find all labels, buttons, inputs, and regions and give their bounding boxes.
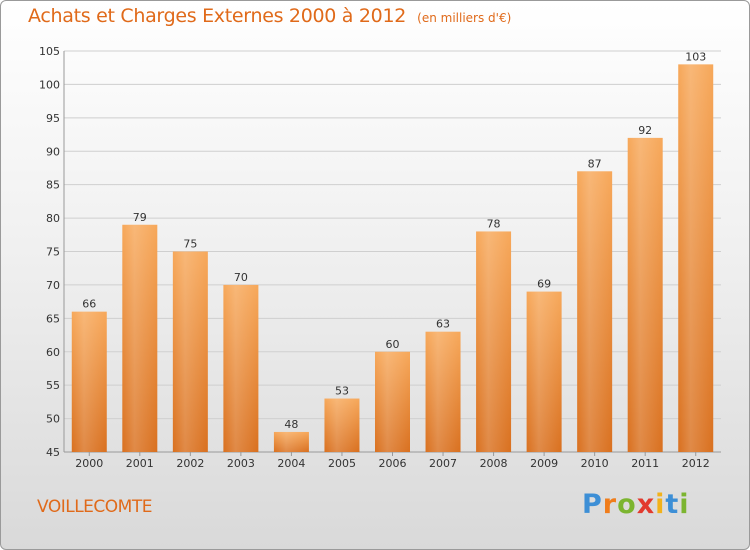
y-tick-label: 95 — [46, 112, 60, 125]
y-tick-label: 100 — [39, 78, 60, 91]
bar-value-label: 60 — [386, 338, 400, 351]
bar-value-label: 66 — [82, 298, 96, 311]
logo-letter: t — [665, 489, 680, 520]
logo-letter: i — [679, 489, 690, 520]
bar-value-label: 53 — [335, 385, 349, 398]
x-tick-label: 2005 — [328, 457, 356, 470]
proxiti-logo[interactable]: Proxiti — [582, 489, 690, 520]
x-tick-label: 2009 — [530, 457, 558, 470]
bar-value-label: 78 — [487, 217, 501, 230]
bar-layer — [71, 64, 714, 453]
bar-shine — [425, 331, 461, 452]
logo-letter: r — [602, 489, 618, 520]
x-tick-label: 2001 — [126, 457, 154, 470]
bar-shine — [223, 284, 259, 452]
bar-value-label: 48 — [284, 418, 298, 431]
x-tick-label: 2008 — [480, 457, 508, 470]
y-tick-label: 45 — [46, 446, 60, 459]
y-tick-label: 80 — [46, 212, 60, 225]
y-tick-label: 105 — [39, 45, 60, 58]
bar-shine — [172, 251, 208, 452]
bar-shine — [324, 398, 360, 452]
bar-shine — [375, 351, 410, 452]
commune-name: VOILLECOMTE — [37, 497, 152, 517]
x-tick-label: 2012 — [682, 457, 710, 470]
bar-shine — [577, 171, 613, 453]
x-tick-label: 2011 — [631, 457, 659, 470]
y-tick-label: 85 — [46, 179, 60, 192]
bar-shine — [526, 291, 562, 452]
y-tick-label: 90 — [46, 145, 60, 158]
chart-title: Achats et Charges Externes 2000 à 2012 — [28, 5, 407, 27]
bar-shine — [273, 431, 309, 452]
y-tick-label: 75 — [46, 246, 60, 259]
x-tick-label: 2000 — [75, 457, 103, 470]
y-tick-label: 70 — [46, 279, 60, 292]
bar-shine — [476, 231, 512, 452]
y-tick-label: 65 — [46, 312, 60, 325]
bar-shine — [71, 311, 107, 452]
bar-value-label: 75 — [183, 238, 197, 251]
bar-value-label: 103 — [685, 50, 706, 63]
bar-value-label: 92 — [638, 124, 652, 137]
title-row: Achats et Charges Externes 2000 à 2012 (… — [28, 5, 511, 27]
x-tick-label: 2007 — [429, 457, 457, 470]
bar-shine — [627, 137, 663, 452]
logo-letter: P — [582, 489, 603, 520]
bar-shine — [678, 64, 714, 452]
bar-value-label: 63 — [436, 318, 450, 331]
logo-letter: o — [617, 489, 637, 520]
bar-value-label: 79 — [133, 211, 147, 224]
y-tick-label: 60 — [46, 346, 60, 359]
logo-letter: x — [636, 489, 656, 520]
y-tick-label: 50 — [46, 413, 60, 426]
label-layer: 66 2000 79 2001 75 2002 70 2003 48 2004 53 2005 60 20… — [75, 50, 709, 470]
bar-value-label: 87 — [588, 157, 602, 170]
bar-shine — [122, 224, 158, 452]
y-tick-label: 55 — [46, 379, 60, 392]
logo-letter: i — [655, 489, 666, 520]
x-tick-label: 2002 — [176, 457, 204, 470]
x-tick-label: 2006 — [379, 457, 407, 470]
x-tick-label: 2003 — [227, 457, 255, 470]
x-tick-label: 2004 — [277, 457, 305, 470]
bar-value-label: 69 — [537, 278, 551, 291]
chart-subtitle: (en milliers d'€) — [417, 11, 512, 25]
bar-value-label: 70 — [234, 271, 248, 284]
x-tick-label: 2010 — [581, 457, 609, 470]
